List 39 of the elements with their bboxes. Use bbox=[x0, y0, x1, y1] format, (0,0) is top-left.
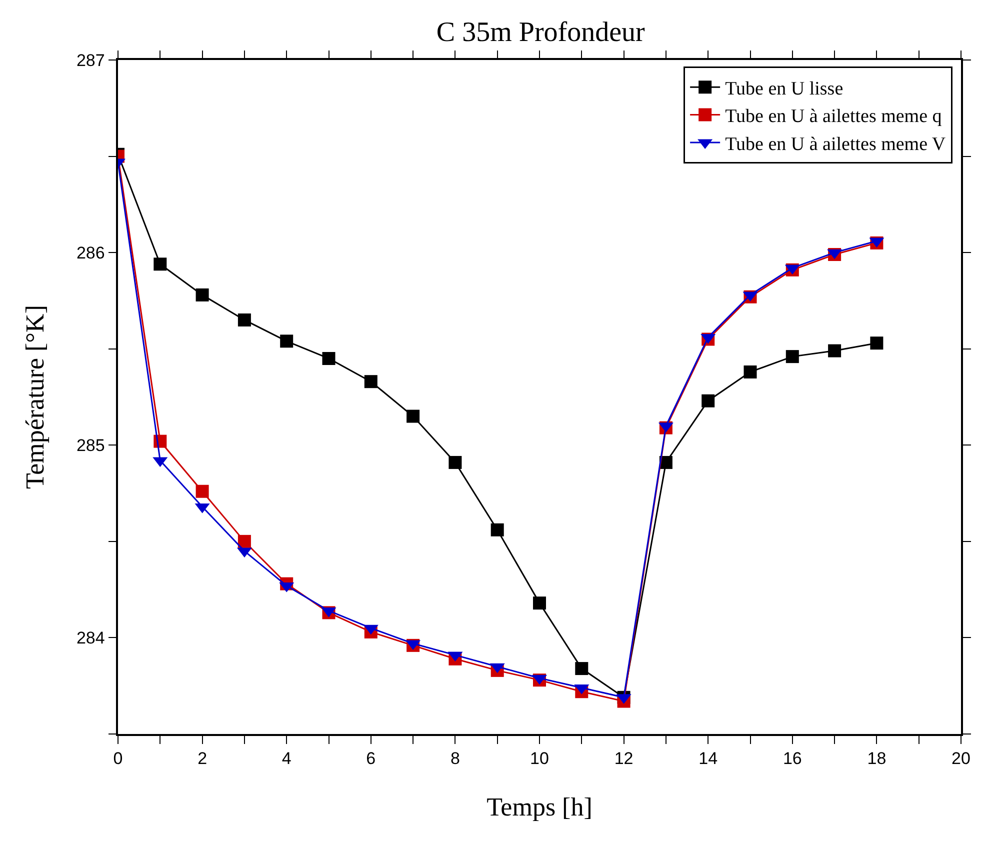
x-tick-label: 4 bbox=[282, 749, 292, 768]
point bbox=[154, 258, 167, 271]
x-axis-title: Temps [h] bbox=[486, 792, 592, 822]
y-tick-label: 286 bbox=[76, 244, 105, 263]
x-tick-label: 10 bbox=[530, 749, 549, 768]
x-tick-label: 6 bbox=[366, 749, 376, 768]
x-tick-label: 20 bbox=[952, 749, 970, 768]
point bbox=[786, 350, 799, 364]
x-tick-label: 18 bbox=[867, 749, 886, 768]
y-tick-label: 284 bbox=[76, 628, 105, 648]
point bbox=[280, 334, 294, 348]
chart-title: C 35m Profondeur bbox=[436, 16, 646, 48]
point bbox=[870, 336, 884, 350]
x-tick-label: 16 bbox=[782, 749, 802, 768]
point bbox=[322, 352, 336, 365]
point bbox=[490, 523, 504, 536]
point bbox=[406, 410, 420, 423]
x-tick-label: 8 bbox=[450, 749, 460, 768]
legend-label: Tube en U à ailettes meme q bbox=[725, 106, 942, 128]
y-tick-label: 285 bbox=[76, 436, 105, 456]
x-tick-label: 0 bbox=[113, 749, 123, 768]
legend-label: Tube en U à ailettes meme V bbox=[725, 134, 946, 155]
point bbox=[196, 288, 209, 302]
x-tick-label: 12 bbox=[614, 749, 634, 768]
point bbox=[533, 596, 546, 610]
point bbox=[828, 344, 842, 358]
legend-label: Tube en U lisse bbox=[725, 78, 844, 100]
point bbox=[702, 394, 715, 408]
point bbox=[238, 534, 251, 548]
x-tick-label: 2 bbox=[198, 749, 208, 768]
point bbox=[575, 662, 588, 676]
point bbox=[238, 313, 251, 326]
x-tick-label: 14 bbox=[698, 749, 718, 768]
point bbox=[744, 365, 757, 378]
point bbox=[364, 375, 378, 388]
point bbox=[448, 456, 462, 469]
point bbox=[196, 484, 209, 498]
y-tick-label: 287 bbox=[76, 50, 105, 70]
y-axis-title: Température [°K] bbox=[20, 305, 50, 489]
